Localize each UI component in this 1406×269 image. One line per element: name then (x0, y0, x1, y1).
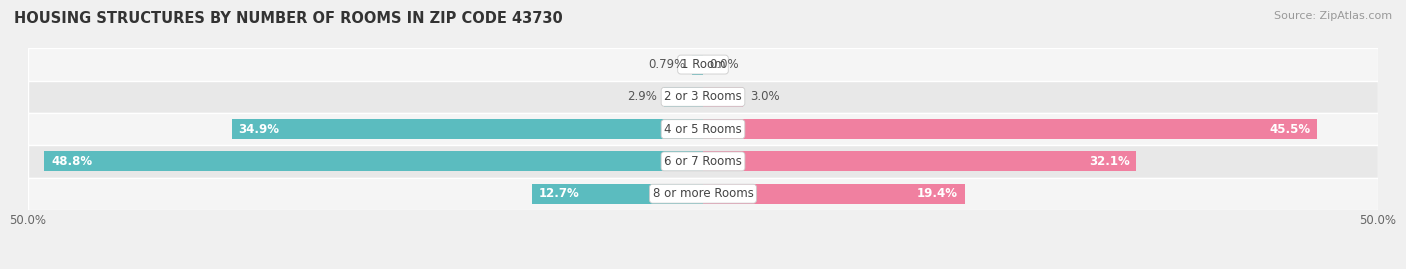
Text: 45.5%: 45.5% (1270, 123, 1310, 136)
Bar (703, 184, 965, 204)
Text: 2.9%: 2.9% (627, 90, 657, 103)
Text: HOUSING STRUCTURES BY NUMBER OF ROOMS IN ZIP CODE 43730: HOUSING STRUCTURES BY NUMBER OF ROOMS IN… (14, 11, 562, 26)
Text: 32.1%: 32.1% (1088, 155, 1129, 168)
Text: 0.0%: 0.0% (710, 58, 740, 71)
Text: 12.7%: 12.7% (538, 187, 579, 200)
Bar (692, 55, 703, 75)
Text: 1 Room: 1 Room (681, 58, 725, 71)
Text: 6 or 7 Rooms: 6 or 7 Rooms (664, 155, 742, 168)
Text: 8 or more Rooms: 8 or more Rooms (652, 187, 754, 200)
Bar (45, 151, 703, 171)
Text: 4 or 5 Rooms: 4 or 5 Rooms (664, 123, 742, 136)
Text: 34.9%: 34.9% (239, 123, 280, 136)
Bar (28, 113, 1378, 145)
Bar (28, 145, 1378, 178)
Text: 19.4%: 19.4% (917, 187, 957, 200)
Bar (703, 119, 1317, 139)
Bar (232, 119, 703, 139)
Bar (28, 178, 1378, 210)
Bar (664, 87, 703, 107)
Bar (703, 151, 1136, 171)
Text: 3.0%: 3.0% (751, 90, 780, 103)
Bar (28, 81, 1378, 113)
Text: Source: ZipAtlas.com: Source: ZipAtlas.com (1274, 11, 1392, 21)
Text: 2 or 3 Rooms: 2 or 3 Rooms (664, 90, 742, 103)
Text: 48.8%: 48.8% (51, 155, 93, 168)
Bar (703, 87, 744, 107)
Text: 0.79%: 0.79% (648, 58, 686, 71)
Bar (28, 48, 1378, 81)
Bar (531, 184, 703, 204)
